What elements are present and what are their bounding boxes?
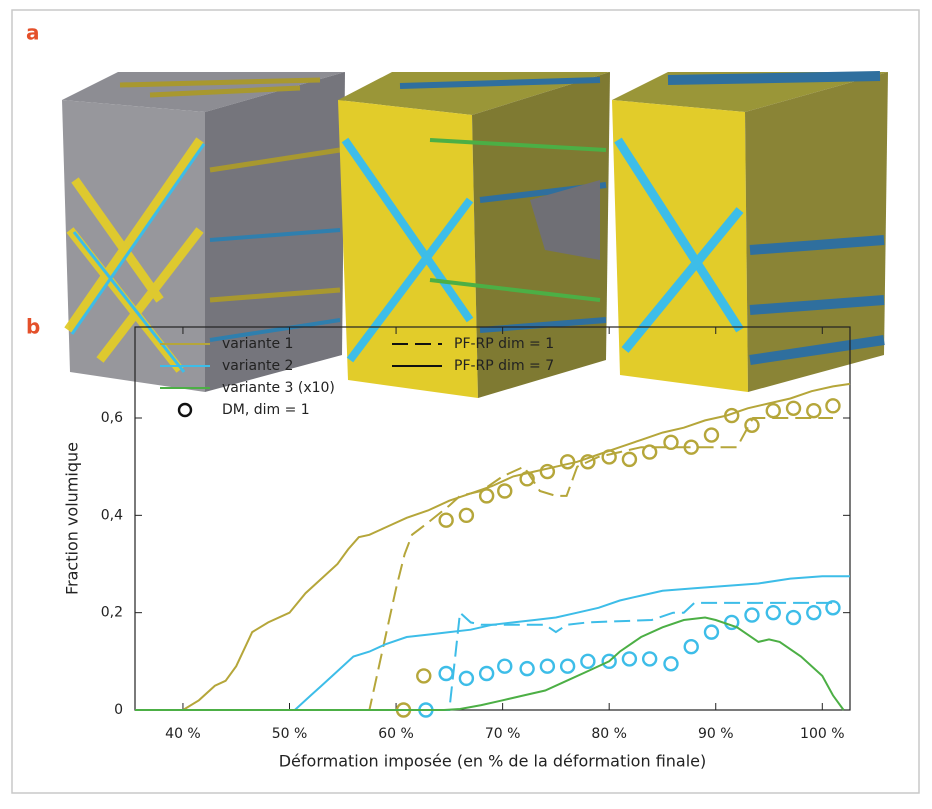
- cube-image: [62, 72, 345, 392]
- data-point: [683, 439, 699, 455]
- data-point: [765, 604, 781, 621]
- data-point: [785, 609, 802, 626]
- data-point: [806, 604, 822, 621]
- x-tick-label: 40 %: [165, 726, 201, 742]
- y-tick-label: 0,2: [101, 605, 123, 621]
- panel-label: b: [26, 315, 40, 339]
- data-point: [703, 624, 720, 640]
- data-point: [438, 512, 454, 528]
- x-tick-label: 100 %: [800, 726, 844, 742]
- data-point: [621, 451, 638, 468]
- data-point: [519, 660, 535, 677]
- cube-image: [612, 71, 888, 392]
- legend-label: variante 3 (x10): [222, 380, 335, 396]
- legend-label: variante 1: [222, 336, 293, 352]
- data-point: [703, 427, 720, 443]
- y-tick-label: 0: [114, 702, 123, 718]
- data-point: [580, 454, 596, 470]
- x-tick-label: 50 %: [272, 726, 308, 742]
- data-line: [135, 601, 833, 711]
- data-point: [458, 507, 475, 524]
- data-point: [438, 665, 454, 682]
- data-point: [663, 656, 679, 672]
- cube-image: [338, 72, 610, 398]
- data-point: [744, 417, 760, 434]
- data-point: [559, 658, 576, 674]
- data-point: [785, 400, 802, 416]
- data-point: [601, 449, 617, 465]
- data-line: [135, 382, 851, 711]
- legend-label: DM, dim = 1: [222, 402, 310, 418]
- data-point: [765, 403, 781, 419]
- legend-label: variante 2: [222, 358, 293, 374]
- legend-swatch: [177, 402, 193, 418]
- data-point: [724, 407, 740, 424]
- x-tick-label: 60 %: [378, 726, 414, 742]
- data-line: [135, 616, 845, 711]
- data-line: [135, 417, 833, 711]
- data-point: [825, 600, 841, 616]
- legend-label: PF-RP dim = 1: [454, 336, 554, 352]
- data-point: [539, 463, 556, 480]
- data-point: [559, 454, 576, 470]
- x-tick-label: 90 %: [698, 726, 734, 742]
- data-point: [641, 444, 658, 460]
- data-point: [663, 434, 679, 451]
- data-point: [744, 607, 760, 623]
- y-axis-label: Fraction volumique: [63, 442, 82, 595]
- legend-label: PF-RP dim = 7: [454, 358, 554, 374]
- data-point: [519, 471, 535, 487]
- y-tick-label: 0,6: [101, 410, 123, 426]
- data-point: [416, 668, 432, 684]
- data-point: [497, 483, 513, 499]
- data-point: [601, 653, 617, 670]
- data-point: [683, 639, 699, 655]
- data-point: [539, 658, 556, 674]
- plot-frame: [134, 326, 851, 711]
- data-point: [825, 398, 841, 414]
- data-point: [458, 670, 475, 687]
- data-point: [478, 488, 495, 504]
- data-line: [135, 575, 850, 711]
- panel-label: a: [26, 21, 40, 45]
- data-point: [806, 403, 822, 419]
- x-tick-label: 80 %: [591, 726, 627, 742]
- x-axis-label: Déformation imposée (en % de la déformat…: [279, 752, 707, 771]
- y-tick-label: 0,4: [101, 507, 123, 523]
- data-point: [641, 651, 658, 667]
- panel-frame: [11, 9, 920, 794]
- data-point: [497, 658, 513, 674]
- x-tick-label: 70 %: [485, 726, 521, 742]
- data-point: [580, 653, 596, 670]
- data-point: [621, 651, 638, 667]
- data-point: [478, 665, 495, 682]
